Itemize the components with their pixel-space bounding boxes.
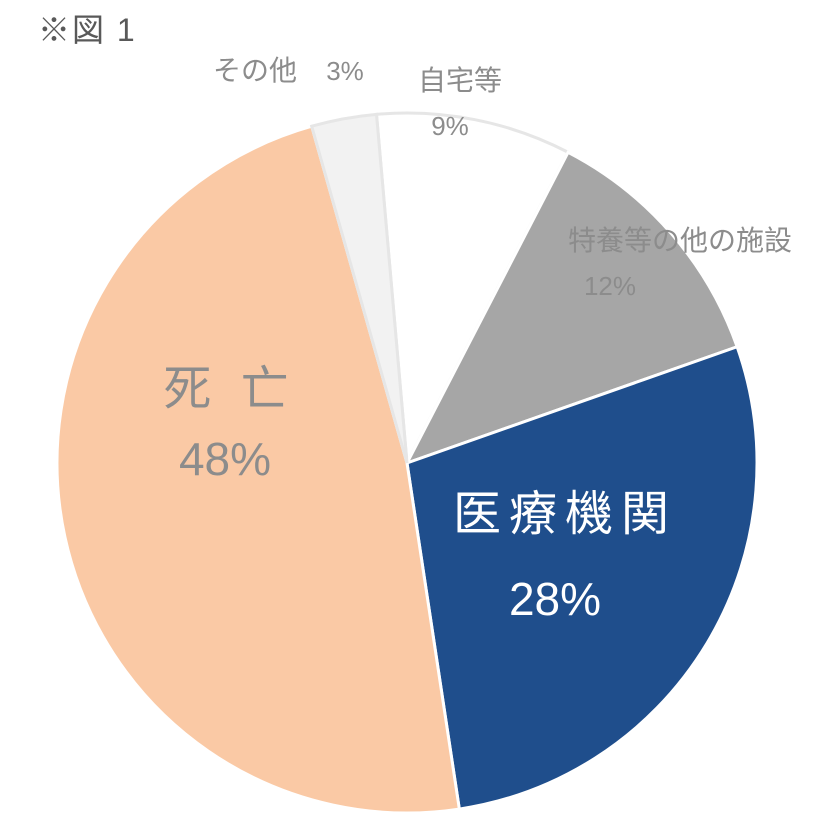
slice-pct-facility: 12% [584,271,636,301]
pie-chart-svg: 自宅等 9% 特養等の他の施設 12% 医療機関 28% 死 亡 48% その他 3% [0,0,840,823]
slice-label-medical: 医療機関 [453,488,677,541]
slice-label-death: 死 亡 [163,363,296,416]
slice-label-home: 自宅等 [418,65,502,96]
slice-pct-other: 3% [326,56,364,86]
slice-pct-home: 9% [431,111,469,141]
slice-pct-medical: 28% [509,573,601,625]
slice-pct-death: 48% [179,433,271,485]
chart-title: ※図 1 [38,5,137,51]
slice-label-other: その他 [213,55,297,86]
pie-chart-figure: ※図 1 自宅等 9% 特養等の他の施設 12% 医療機関 28% 死 亡 48% その他 3% [0,0,840,823]
slice-label-facility: 特養等の他の施設 [568,225,792,256]
